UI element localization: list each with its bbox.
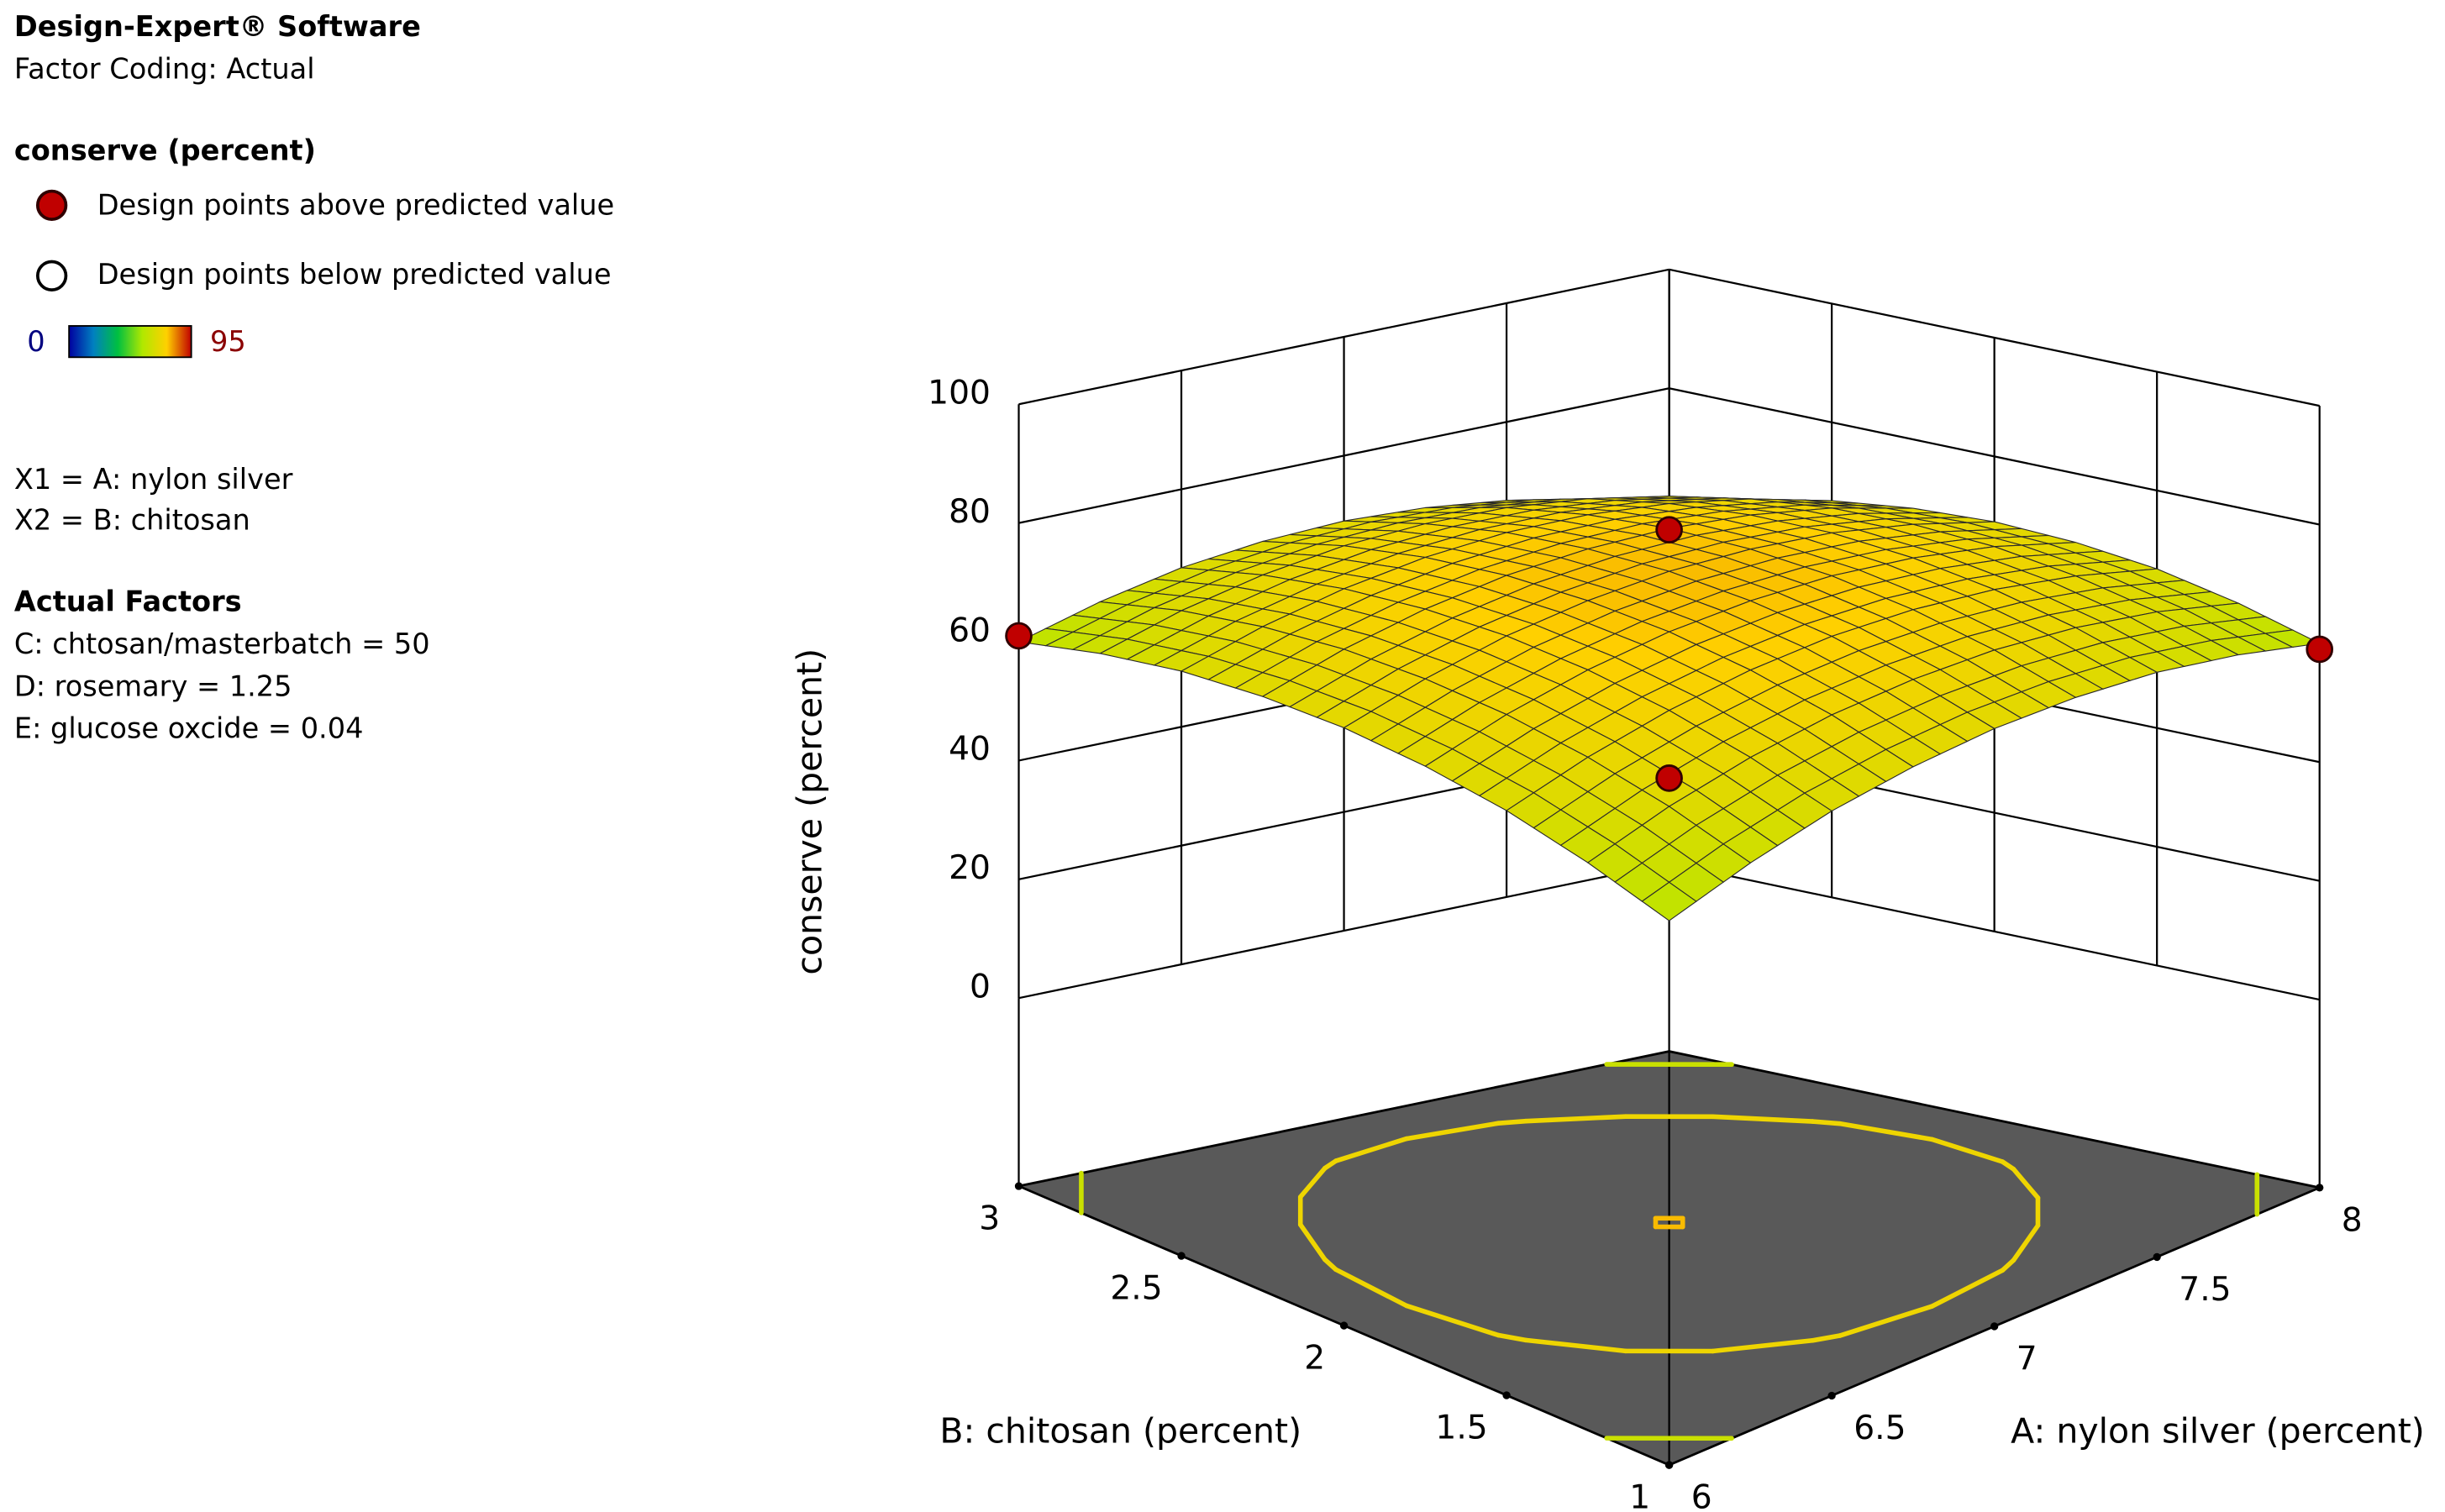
x-tick-label: 6 (1691, 1479, 1712, 1512)
z-tick-label: 100 (928, 375, 991, 412)
x-tick-mark (2153, 1252, 2161, 1262)
colorbar-max: 95 (210, 325, 246, 358)
colorbar-min: 0 (27, 325, 45, 358)
design-point (2306, 635, 2334, 664)
factor-map: X1 = A: nylon silver (14, 463, 293, 496)
software-title: Design-Expert® Software (14, 10, 421, 43)
x-tick-mark (1664, 1461, 1674, 1469)
wall-grid-line (1669, 862, 2320, 1001)
x-tick-label: 8 (2342, 1201, 2363, 1239)
contour-line (2000, 1257, 2016, 1273)
contour-line (1297, 1165, 1328, 1200)
legend-label: Design points above predicted value (97, 189, 614, 222)
contour-line (1929, 1268, 2006, 1309)
y-tick-label: 2.5 (1110, 1270, 1162, 1308)
y-tick-mark (1339, 1321, 1349, 1330)
x-tick-label: 7 (2016, 1341, 2038, 1378)
wall-grid-line (1018, 862, 1669, 1000)
factor-map: X2 = B: chitosan (14, 504, 250, 537)
x-axis-title: A: nylon silver (percent) (2011, 1411, 2425, 1452)
response-name: conserve (percent) (14, 134, 316, 166)
design-point (1005, 622, 1033, 650)
legend-label: Design points below predicted value (97, 258, 612, 291)
contour-line (1838, 1304, 1935, 1338)
contour-line (1333, 1136, 1409, 1163)
legend-marker (35, 189, 68, 222)
z-axis-title: conserve (percent) (789, 648, 829, 975)
z-tick-label: 20 (949, 849, 991, 887)
contour-line (1404, 1303, 1501, 1338)
factor-coding: Factor Coding: Actual (14, 52, 315, 85)
y-tick-mark (1502, 1391, 1511, 1399)
y-tick-label: 3 (979, 1200, 1000, 1238)
actual-factor: C: chtosan/masterbatch = 50 (14, 627, 430, 660)
contour-line (1404, 1121, 1501, 1142)
x-tick-mark (2316, 1184, 2324, 1192)
z-tick-label: 0 (970, 968, 991, 1005)
y-tick-mark (1177, 1252, 1186, 1260)
contour-line (1810, 1119, 1843, 1126)
contour-line (1838, 1121, 1935, 1142)
contour-line (1297, 1222, 1328, 1263)
z-tick-label: 60 (949, 612, 991, 649)
actual-factor: D: rosemary = 1.25 (14, 669, 292, 702)
y-tick-label: 2 (1304, 1340, 1325, 1378)
contour-line (1496, 1332, 1528, 1343)
wall-grid-line (1669, 268, 2320, 407)
contour-line (1929, 1137, 2006, 1164)
contour-line (1523, 1337, 1628, 1354)
design-point (1655, 516, 1683, 543)
x-tick-label: 7.5 (2179, 1271, 2231, 1309)
wall-grid-line (1018, 387, 1669, 524)
actual-factor: E: glucose oxcide = 0.04 (14, 712, 364, 745)
surface-patch (1641, 881, 1697, 921)
contour-line (1322, 1257, 1338, 1273)
contour-line (1523, 1114, 1628, 1124)
colorbar (68, 325, 192, 359)
y-tick-label: 1 (1629, 1479, 1650, 1512)
y-tick-mark (1014, 1182, 1023, 1190)
wall-grid-line (1018, 268, 1669, 406)
wall-grid-line (1669, 387, 2320, 526)
contour-line (1333, 1267, 1409, 1309)
contour-line (1710, 1114, 1816, 1124)
z-tick-label: 80 (949, 493, 991, 531)
actual-factors-title: Actual Factors (14, 585, 242, 618)
x-tick-mark (1990, 1322, 1999, 1331)
design-point (1655, 764, 1683, 792)
y-tick-label: 1.5 (1435, 1410, 1487, 1447)
x-tick-mark (1827, 1391, 1836, 1400)
legend-marker (35, 260, 68, 291)
x-tick-label: 6.5 (1853, 1410, 1906, 1447)
contour-line (1810, 1333, 1843, 1343)
y-axis-title: B: chitosan (percent) (939, 1411, 1301, 1452)
contour-line (2011, 1223, 2041, 1263)
contour-line (1496, 1118, 1528, 1126)
contour-line (2011, 1166, 2041, 1200)
z-tick-label: 40 (949, 731, 991, 769)
contour-line (1710, 1337, 1816, 1354)
